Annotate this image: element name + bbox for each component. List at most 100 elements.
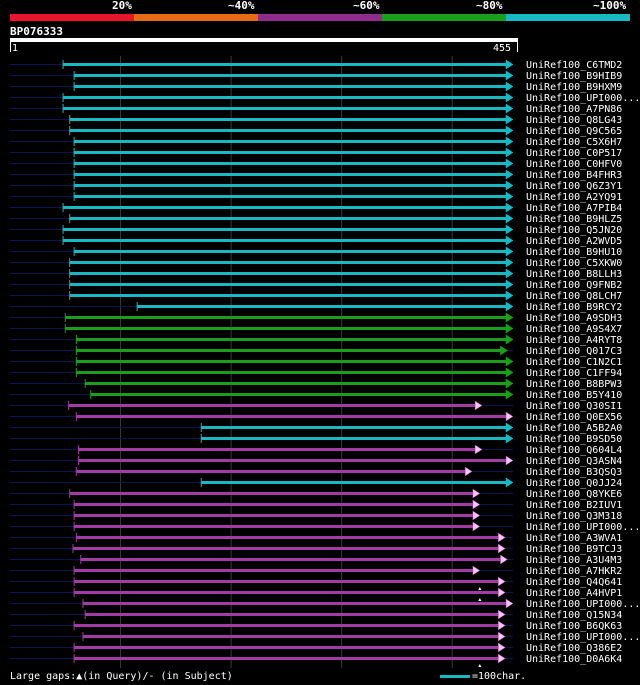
hit-row[interactable]: UniRef100_A9SDH3: [10, 312, 622, 324]
hit-row[interactable]: UniRef100_C5X6H7: [10, 136, 622, 148]
hit-row[interactable]: UniRef100_UPI000...: [10, 598, 640, 610]
hit-label[interactable]: UniRef100_UPI000...: [526, 632, 640, 643]
hit-label[interactable]: UniRef100_Q604L4: [526, 445, 622, 456]
hit-row[interactable]: UniRef100_Q8LG43: [10, 114, 622, 126]
hit-label[interactable]: UniRef100_A4RYT8: [526, 335, 622, 346]
hit-label[interactable]: UniRef100_A9S4X7: [526, 324, 622, 335]
hit-row[interactable]: UniRef100_B5Y410: [10, 389, 622, 401]
hit-label[interactable]: UniRef100_C0HFV0: [526, 159, 622, 170]
hit-label[interactable]: UniRef100_Q9FNB2: [526, 280, 622, 291]
hit-row[interactable]: UniRef100_Q9FNB2: [10, 279, 622, 291]
hit-row[interactable]: UniRef100_Q0JJ24: [10, 477, 622, 489]
hit-label[interactable]: UniRef100_C5XKW0: [526, 258, 622, 269]
hit-row[interactable]: UniRef100_Q8LCH7: [10, 290, 622, 302]
hit-row[interactable]: UniRef100_B3QSQ3: [10, 466, 622, 478]
hit-row[interactable]: UniRef100_A7PN86: [10, 103, 622, 115]
hit-row[interactable]: UniRef100_UPI000...: [10, 92, 640, 104]
hit-label[interactable]: UniRef100_Q3ASN4: [526, 456, 622, 467]
hit-label[interactable]: UniRef100_UPI000...: [526, 599, 640, 610]
hit-row[interactable]: UniRef100_Q0EX56: [10, 411, 622, 423]
hit-row[interactable]: UniRef100_A4HVP1: [10, 587, 622, 601]
hit-label[interactable]: UniRef100_Q0EX56: [526, 412, 622, 423]
hit-row[interactable]: UniRef100_Q6Z3Y1: [10, 180, 622, 192]
hit-row[interactable]: UniRef100_B9RCY2: [10, 301, 622, 313]
hit-row[interactable]: UniRef100_C0P517: [10, 147, 622, 159]
hit-label[interactable]: UniRef100_A5B2A0: [526, 423, 622, 434]
hit-row[interactable]: UniRef100_B9TCJ3: [10, 543, 622, 555]
hit-label[interactable]: UniRef100_Q0JJ24: [526, 478, 622, 489]
hit-row[interactable]: UniRef100_B9SD50: [10, 433, 622, 445]
hit-label[interactable]: UniRef100_B4FHR3: [526, 170, 622, 181]
hit-label[interactable]: UniRef100_Q386E2: [526, 643, 622, 654]
hit-row[interactable]: UniRef100_A5B2A0: [10, 422, 622, 434]
hit-row[interactable]: UniRef100_C6TMD2: [10, 59, 622, 71]
hit-row[interactable]: UniRef100_Q30SI1: [10, 400, 622, 412]
hit-row[interactable]: UniRef100_UPI000...: [10, 521, 640, 533]
hit-row[interactable]: UniRef100_Q5JN20: [10, 224, 622, 236]
hit-label[interactable]: UniRef100_C0P517: [526, 148, 622, 159]
hit-row[interactable]: UniRef100_A7PIB4: [10, 202, 622, 214]
hit-label[interactable]: UniRef100_A9SDH3: [526, 313, 622, 324]
hit-label[interactable]: UniRef100_Q30SI1: [526, 401, 622, 412]
hit-label[interactable]: UniRef100_Q8YKE6: [526, 489, 622, 500]
hit-label[interactable]: UniRef100_B3QSQ3: [526, 467, 622, 478]
hit-row[interactable]: UniRef100_B8LLH3: [10, 268, 622, 280]
hit-label[interactable]: UniRef100_A3U4M3: [526, 555, 622, 566]
hit-label[interactable]: UniRef100_A4HVP1: [526, 588, 622, 599]
hit-label[interactable]: UniRef100_B8LLH3: [526, 269, 622, 280]
hit-row[interactable]: UniRef100_Q3M318: [10, 510, 622, 522]
hit-row[interactable]: UniRef100_A7HKR2: [10, 565, 622, 577]
hit-label[interactable]: UniRef100_Q4Q641: [526, 577, 622, 588]
hit-label[interactable]: UniRef100_A2YQ91: [526, 192, 622, 203]
hit-label[interactable]: UniRef100_C1FF94: [526, 368, 622, 379]
hit-row[interactable]: UniRef100_B8BPW3: [10, 378, 622, 390]
hit-label[interactable]: UniRef100_Q5JN20: [526, 225, 622, 236]
hit-label[interactable]: UniRef100_Q017C3: [526, 346, 622, 357]
hit-label[interactable]: UniRef100_A2WVD5: [526, 236, 622, 247]
hit-label[interactable]: UniRef100_A7PIB4: [526, 203, 622, 214]
hit-label[interactable]: UniRef100_D0A6K4: [526, 654, 622, 665]
hit-label[interactable]: UniRef100_A7HKR2: [526, 566, 622, 577]
hit-row[interactable]: UniRef100_Q017C3: [10, 345, 622, 357]
hit-row[interactable]: UniRef100_Q3ASN4: [10, 455, 622, 467]
hit-row[interactable]: UniRef100_A2YQ91: [10, 191, 622, 203]
hit-label[interactable]: UniRef100_A7PN86: [526, 104, 622, 115]
hit-row[interactable]: UniRef100_C5XKW0: [10, 257, 622, 269]
hit-label[interactable]: UniRef100_B9HIB9: [526, 71, 622, 82]
hit-row[interactable]: UniRef100_B2IUV1: [10, 499, 622, 511]
hit-label[interactable]: UniRef100_B9TCJ3: [526, 544, 622, 555]
hit-label[interactable]: UniRef100_B9HXM9: [526, 82, 622, 93]
hit-label[interactable]: UniRef100_B9HU10: [526, 247, 622, 258]
hit-row[interactable]: UniRef100_Q4Q641: [10, 576, 622, 590]
hit-row[interactable]: UniRef100_B6QK63: [10, 620, 622, 632]
hit-label[interactable]: UniRef100_A3WVA1: [526, 533, 622, 544]
hit-row[interactable]: UniRef100_A3U4M3: [10, 554, 622, 566]
hit-row[interactable]: UniRef100_B9HU10: [10, 246, 622, 258]
hit-row[interactable]: UniRef100_B9HXM9: [10, 81, 622, 93]
hit-row[interactable]: UniRef100_UPI000...: [10, 631, 640, 643]
hit-row[interactable]: UniRef100_A9S4X7: [10, 323, 622, 335]
hit-label[interactable]: UniRef100_B6QK63: [526, 621, 622, 632]
hit-label[interactable]: UniRef100_C6TMD2: [526, 60, 622, 71]
hit-row[interactable]: UniRef100_Q604L4: [10, 444, 622, 456]
hit-row[interactable]: UniRef100_B9HLZ5: [10, 213, 622, 225]
hit-label[interactable]: UniRef100_UPI000...: [526, 522, 640, 533]
hit-row[interactable]: UniRef100_B4FHR3: [10, 169, 622, 181]
hit-label[interactable]: UniRef100_C5X6H7: [526, 137, 622, 148]
hit-label[interactable]: UniRef100_Q9C565: [526, 126, 622, 137]
hit-label[interactable]: UniRef100_Q8LCH7: [526, 291, 622, 302]
hit-label[interactable]: UniRef100_Q3M318: [526, 511, 622, 522]
hit-row[interactable]: UniRef100_B9HIB9: [10, 70, 622, 82]
hit-label[interactable]: UniRef100_B9RCY2: [526, 302, 622, 313]
hit-row[interactable]: UniRef100_Q8YKE6: [10, 488, 622, 500]
hit-label[interactable]: UniRef100_B9HLZ5: [526, 214, 622, 225]
hit-row[interactable]: UniRef100_Q15N34: [10, 609, 622, 621]
hit-row[interactable]: UniRef100_Q9C565: [10, 125, 622, 137]
hit-label[interactable]: UniRef100_UPI000...: [526, 93, 640, 104]
hit-row[interactable]: UniRef100_C1FF94: [10, 367, 622, 379]
hit-row[interactable]: UniRef100_C1N2C1: [10, 356, 622, 368]
hit-row[interactable]: UniRef100_A2WVD5: [10, 235, 622, 247]
hit-label[interactable]: UniRef100_B5Y410: [526, 390, 622, 401]
hit-row[interactable]: UniRef100_A4RYT8: [10, 334, 622, 346]
hit-label[interactable]: UniRef100_Q6Z3Y1: [526, 181, 622, 192]
